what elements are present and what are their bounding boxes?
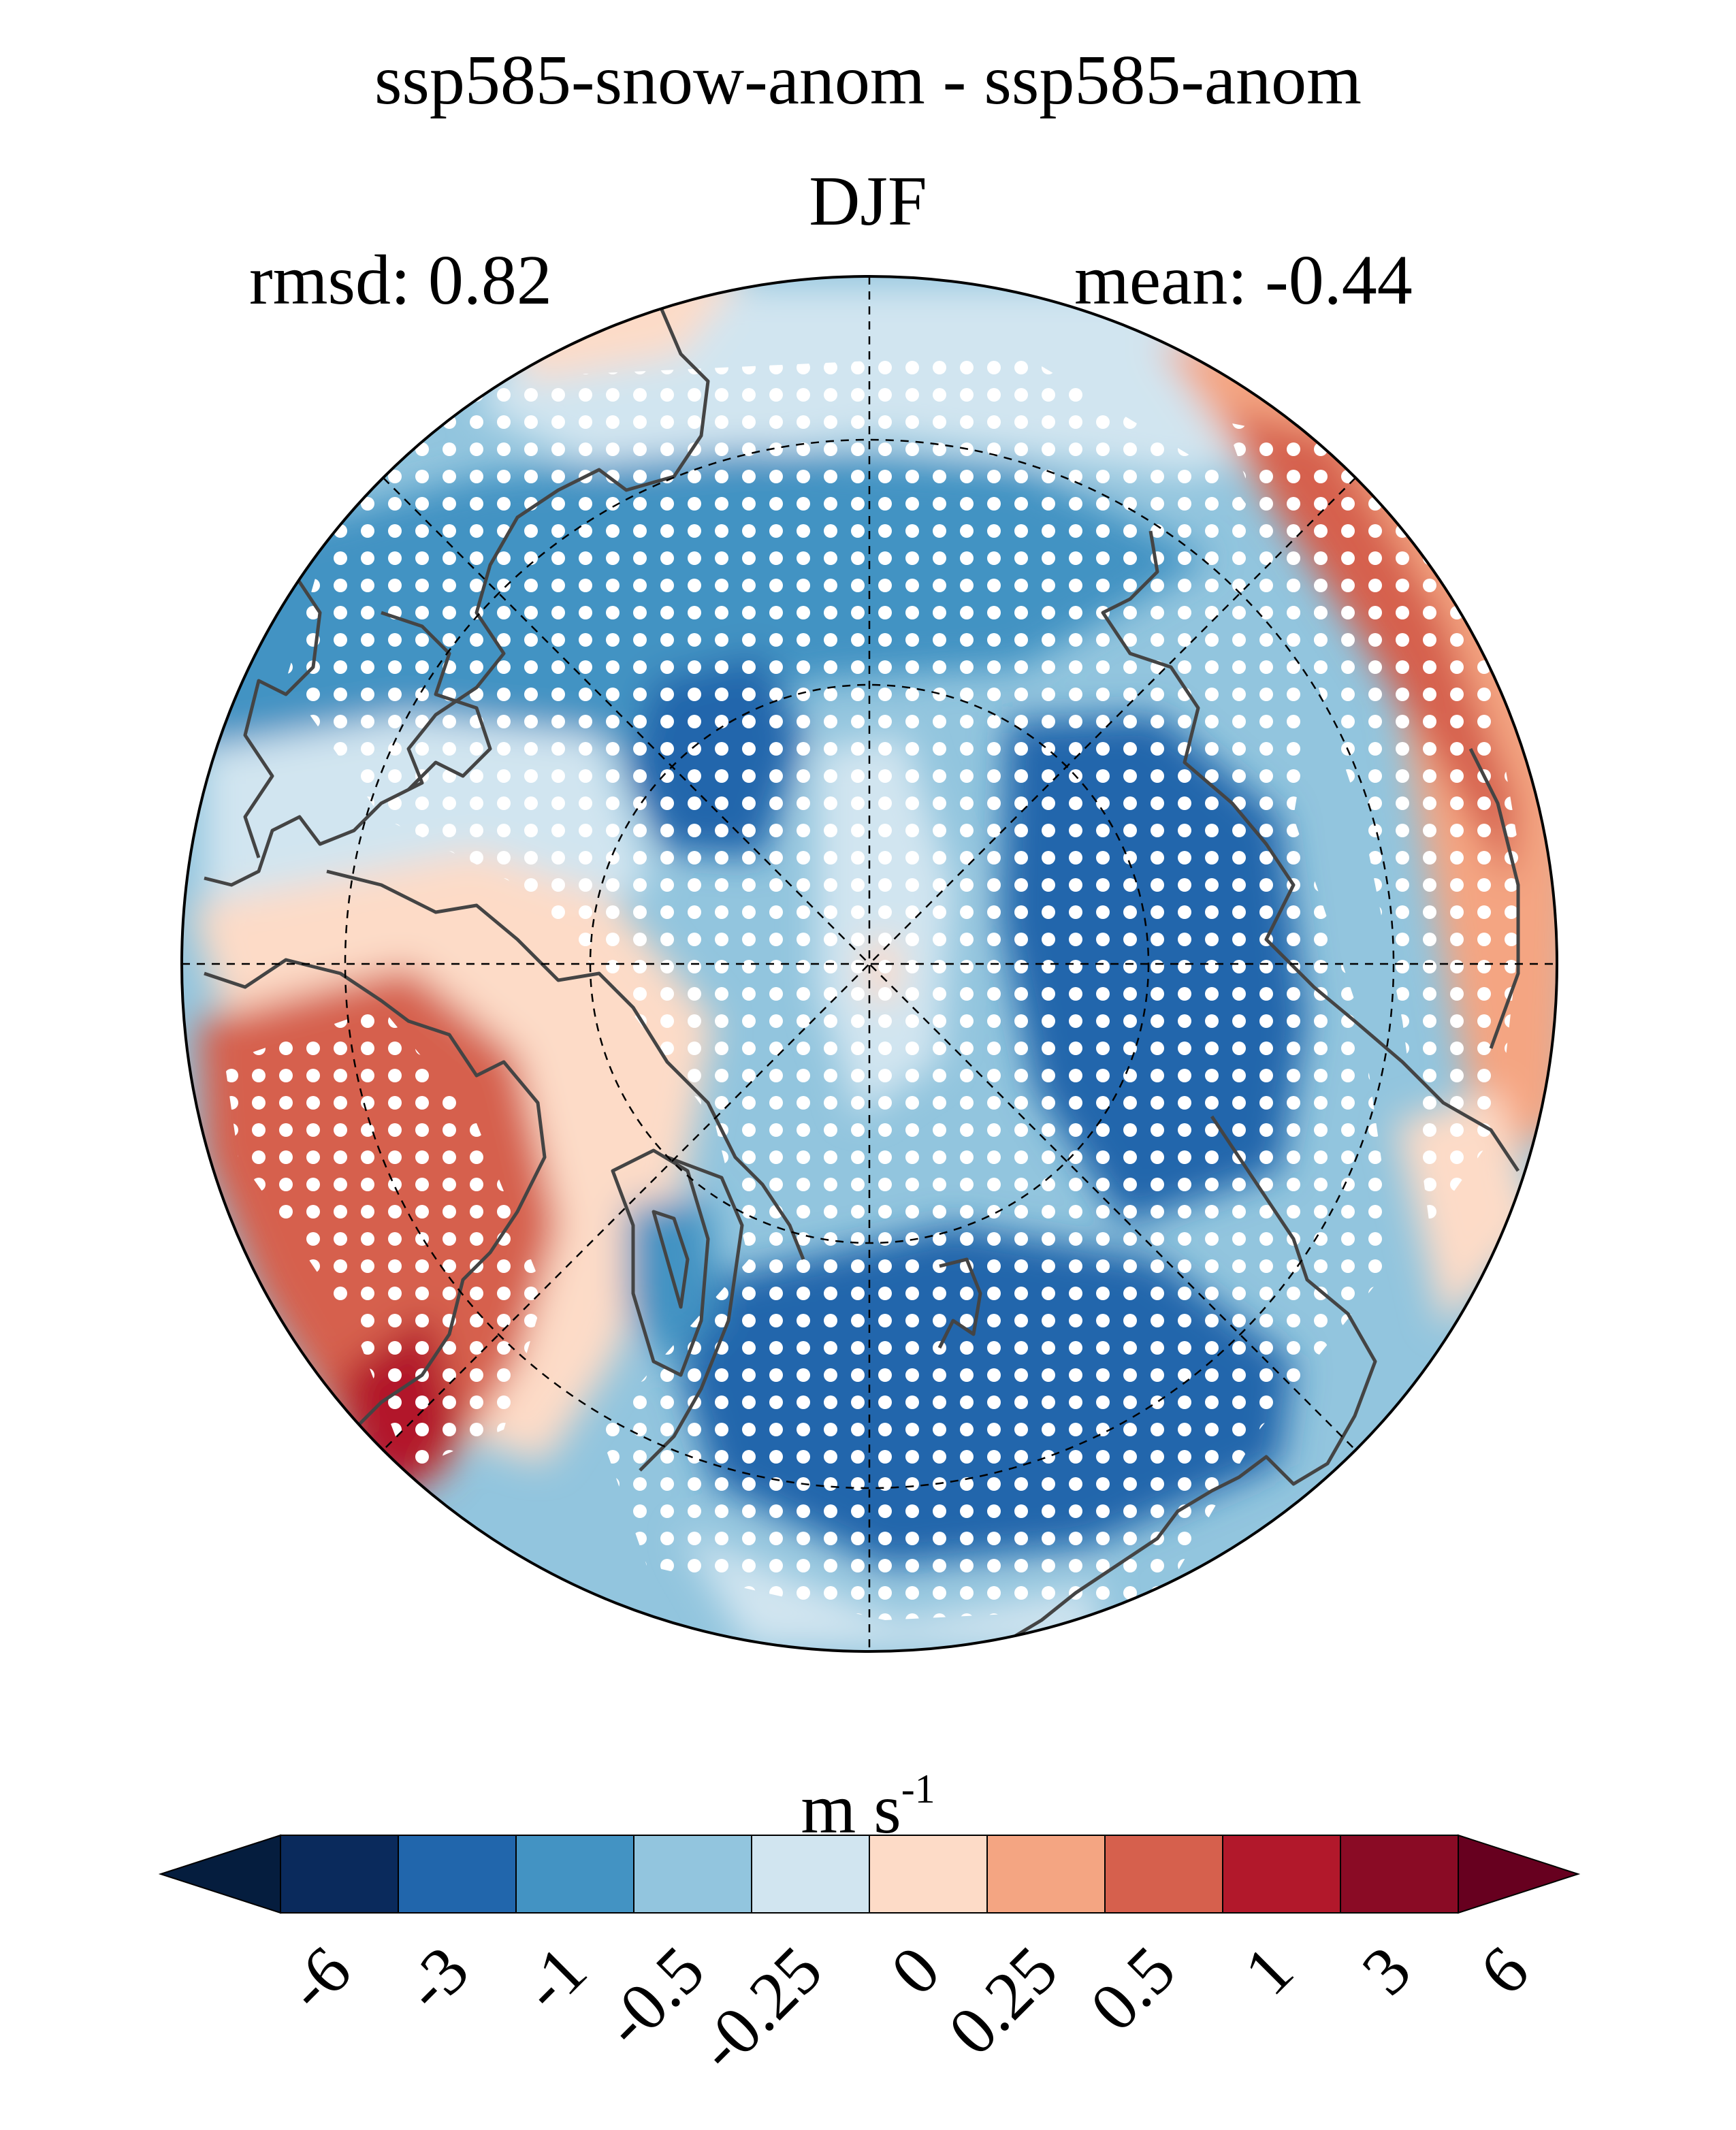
map-field bbox=[182, 276, 1557, 1651]
colorbar-box bbox=[986, 1835, 1106, 1914]
colorbar-box bbox=[633, 1835, 752, 1914]
colorbar-box bbox=[751, 1835, 870, 1914]
season-label: DJF bbox=[809, 162, 927, 240]
colorbar-box bbox=[869, 1835, 988, 1914]
field-south-pale bbox=[681, 1532, 1103, 1647]
map-title: ssp585-snow-anom - ssp585-anom bbox=[374, 41, 1362, 119]
map-boundary bbox=[180, 275, 1558, 1653]
colorbar-over-triangle bbox=[1458, 1834, 1581, 1914]
colorbar-box bbox=[1340, 1835, 1459, 1914]
mean-label: mean: -0.44 bbox=[1074, 241, 1413, 319]
polar-map bbox=[180, 275, 1558, 1653]
colorbar-under-triangle bbox=[158, 1834, 281, 1914]
colorbar-box bbox=[280, 1835, 399, 1914]
coastlines bbox=[204, 306, 1520, 1643]
colorbar-box bbox=[398, 1835, 517, 1914]
colorbar-box bbox=[515, 1835, 634, 1914]
colorbar-box bbox=[1222, 1835, 1341, 1914]
colorbar-unit: m s-1 bbox=[801, 1766, 935, 1848]
graticule bbox=[182, 276, 1557, 1651]
rmsd-label: rmsd: 0.82 bbox=[249, 241, 552, 319]
colorbar-box bbox=[1104, 1835, 1223, 1914]
